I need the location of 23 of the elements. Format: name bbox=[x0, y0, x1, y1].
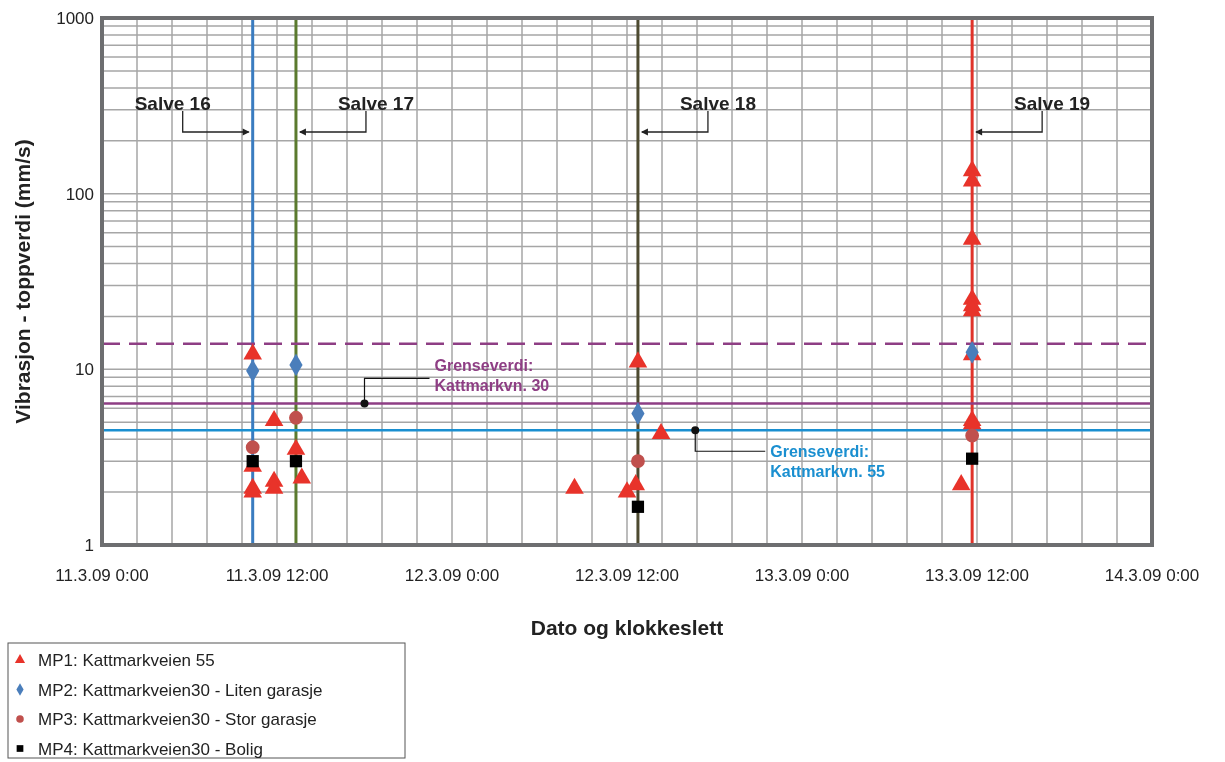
x-tick-label: 13.3.09 0:00 bbox=[754, 566, 850, 585]
y-tick-label: 1000 bbox=[56, 9, 94, 28]
legend-label: MP1: Kattmarkveien 55 bbox=[38, 651, 215, 670]
x-tick-label: 14.3.09 0:00 bbox=[1104, 566, 1200, 585]
y-tick-label: 1 bbox=[84, 536, 94, 555]
ref-line-label: Grenseverdi: Kattmarkvn. 55 bbox=[770, 443, 886, 481]
y-axis-title: Vibrasjon - toppverdi (mm/s) bbox=[11, 139, 34, 424]
ref-line-label: Salve 19 bbox=[1014, 93, 1091, 114]
x-tick-label: 12.3.09 0:00 bbox=[404, 566, 500, 585]
y-tick-label: 100 bbox=[65, 184, 94, 204]
legend-label: MP4: Kattmarkveien30 - Bolig bbox=[38, 739, 263, 759]
ref-line-label: Grenseverdi: Kattmarkvn. 30 bbox=[434, 357, 550, 395]
x-tick-label: 11.3.09 12:00 bbox=[225, 566, 329, 585]
x-tick-label: 13.3.09 12:00 bbox=[925, 566, 1029, 585]
ref-line-label: Salve 18 bbox=[679, 93, 756, 114]
legend-label: MP3: Kattmarkveien30 - Stor garasje bbox=[38, 710, 317, 729]
x-tick-label: 12.3.09 12:00 bbox=[575, 566, 679, 585]
x-tick-label: 11.3.09 0:00 bbox=[55, 566, 149, 585]
ref-line-label: Salve 17 bbox=[337, 93, 414, 114]
y-tick-label: 10 bbox=[75, 360, 94, 380]
x-axis-title: Dato og klokkeslett bbox=[530, 616, 724, 639]
legend-label: MP2: Kattmarkveien30 - Liten garasje bbox=[38, 680, 323, 700]
ref-line-label: Salve 16 bbox=[134, 93, 211, 114]
